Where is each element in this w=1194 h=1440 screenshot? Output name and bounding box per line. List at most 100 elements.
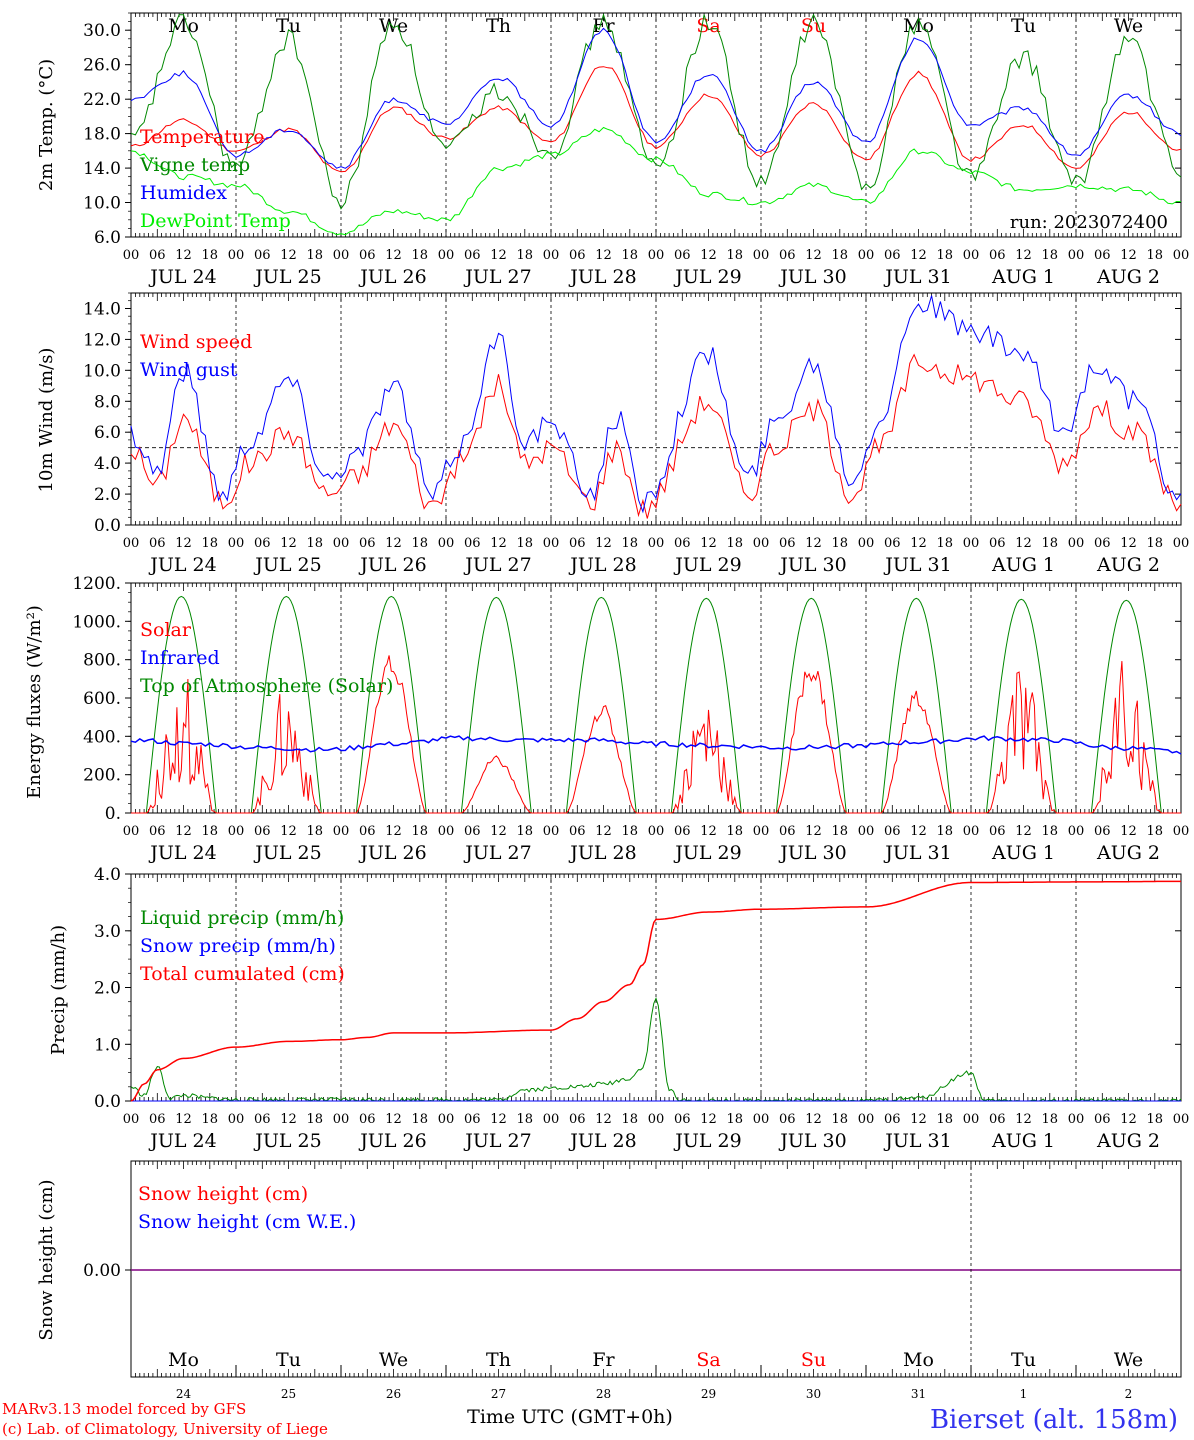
- wind-hour-label: 06: [674, 536, 691, 551]
- wind-series-line: [130, 295, 1182, 514]
- temp-hour-label: 00: [1068, 248, 1085, 263]
- wind-hour-label: 00: [963, 536, 980, 551]
- temp-date-label: JUL 26: [358, 266, 426, 288]
- precip-hour-label: 18: [621, 1112, 638, 1127]
- energy-hour-label: 18: [411, 824, 428, 839]
- wind-date-label: JUL 31: [883, 554, 951, 576]
- precip-hour-label: 18: [201, 1112, 218, 1127]
- temp-date-label: AUG 1: [991, 266, 1055, 288]
- snow-legend-we: Snow height (cm W.E.): [138, 1211, 356, 1233]
- energy-hour-label: 06: [779, 824, 796, 839]
- energy-ytick-label: 600.: [83, 689, 121, 709]
- precip-hour-label: 18: [726, 1112, 743, 1127]
- temp-hour-label: 18: [411, 248, 428, 263]
- wind-hour-label: 06: [254, 536, 271, 551]
- temp-date-label: AUG 2: [1096, 266, 1160, 288]
- snow-day-number: 30: [806, 1387, 821, 1401]
- temp-hour-label: 18: [1041, 248, 1058, 263]
- energy-ytick-label: 1000.: [72, 612, 121, 632]
- energy-hour-label: 18: [201, 824, 218, 839]
- energy-hour-label: 00: [543, 824, 560, 839]
- energy-ylabel: Energy fluxes (W/m²): [24, 605, 45, 799]
- precip-hour-label: 12: [1015, 1112, 1032, 1127]
- precip-hour-label: 00: [333, 1112, 350, 1127]
- precip-hour-label: 12: [490, 1112, 507, 1127]
- precip-hour-label: 00: [228, 1112, 245, 1127]
- energy-date-label: JUL 24: [148, 842, 216, 864]
- temp-hour-label: 12: [175, 248, 192, 263]
- time-axis-label: Time UTC (GMT+0h): [467, 1406, 673, 1428]
- precip-hour-label: 00: [438, 1112, 455, 1127]
- energy-infrared-line: [130, 735, 1182, 755]
- wind-hour-label: 06: [1094, 536, 1111, 551]
- temp-ytick-label: 6.0: [94, 228, 121, 248]
- precip-hour-label: 18: [411, 1112, 428, 1127]
- energy-hour-label: 06: [149, 824, 166, 839]
- precip-hour-label: 12: [910, 1112, 927, 1127]
- wind-hour-label: 00: [543, 536, 560, 551]
- temp-hour-label: 06: [884, 248, 901, 263]
- temp-hour-label: 00: [123, 248, 140, 263]
- temp-hour-label: 00: [753, 248, 770, 263]
- wind-legend-gust: Wind gust: [140, 359, 238, 381]
- temp-hour-label: 12: [1120, 248, 1137, 263]
- snow-day-number: 26: [386, 1387, 401, 1401]
- wind-hour-label: 12: [1120, 536, 1137, 551]
- wind-ytick-label: 14.0: [83, 299, 121, 319]
- temp-hour-label: 06: [254, 248, 271, 263]
- energy-ytick-label: 200.: [83, 766, 121, 786]
- wind-hour-label: 12: [595, 536, 612, 551]
- energy-hour-label: 06: [1094, 824, 1111, 839]
- energy-hour-label: 00: [228, 824, 245, 839]
- snow-legend-height: Snow height (cm): [138, 1183, 308, 1205]
- wind-date-label: AUG 1: [991, 554, 1055, 576]
- precip-hour-label: 06: [149, 1112, 166, 1127]
- wind-series-line: [130, 353, 1182, 519]
- temp-hour-label: 12: [910, 248, 927, 263]
- energy-hour-label: 00: [1068, 824, 1085, 839]
- precip-liquid-line: [130, 996, 1182, 1102]
- wind-date-label: JUL 25: [253, 554, 321, 576]
- temp-day-name: Mo: [168, 15, 199, 37]
- wind-hour-label: 06: [779, 536, 796, 551]
- energy-date-label: AUG 2: [1096, 842, 1160, 864]
- temp-hour-label: 18: [831, 248, 848, 263]
- precip-hour-label: 00: [1068, 1112, 1085, 1127]
- temp-legend-humidex: Humidex: [140, 182, 227, 204]
- wind-hour-label: 06: [884, 536, 901, 551]
- energy-date-label: AUG 1: [991, 842, 1055, 864]
- temp-day-name: Su: [801, 15, 826, 37]
- energy-hour-label: 12: [385, 824, 402, 839]
- wind-hour-label: 00: [438, 536, 455, 551]
- temp-hour-label: 12: [490, 248, 507, 263]
- temp-hour-label: 12: [805, 248, 822, 263]
- snow-day-number: 1: [1020, 1387, 1028, 1401]
- energy-hour-label: 12: [910, 824, 927, 839]
- energy-date-label: JUL 25: [253, 842, 321, 864]
- temp-ytick-label: 26.0: [83, 56, 121, 76]
- model-credit: MARv3.13 model forced by GFS: [2, 1400, 246, 1418]
- wind-date-label: JUL 28: [568, 554, 636, 576]
- snow-day-number: 29: [701, 1387, 716, 1401]
- wind-ytick-label: 12.0: [83, 330, 121, 350]
- precip-date-label: JUL 29: [673, 1130, 741, 1152]
- precip-hour-label: 06: [359, 1112, 376, 1127]
- energy-ytick-label: 0.: [105, 804, 121, 824]
- temp-hour-label: 00: [963, 248, 980, 263]
- wind-hour-label: 18: [411, 536, 428, 551]
- precip-hour-label: 12: [280, 1112, 297, 1127]
- wind-hour-label: 12: [490, 536, 507, 551]
- temp-day-name: We: [1114, 15, 1143, 37]
- temp-hour-label: 18: [1146, 248, 1163, 263]
- temp-series-line: [130, 12, 1182, 210]
- energy-hour-label: 12: [490, 824, 507, 839]
- wind-hour-label: 00: [648, 536, 665, 551]
- snow-day-name: We: [1114, 1349, 1143, 1371]
- wind-date-label: JUL 27: [463, 554, 531, 576]
- temp-series-line: [130, 27, 1182, 169]
- wind-hour-label: 00: [228, 536, 245, 551]
- precip-date-label: JUL 30: [778, 1130, 846, 1152]
- temp-series-line: [130, 66, 1182, 173]
- energy-legend-toa: Top of Atmosphere (Solar): [140, 675, 393, 697]
- temp-date-label: JUL 24: [148, 266, 216, 288]
